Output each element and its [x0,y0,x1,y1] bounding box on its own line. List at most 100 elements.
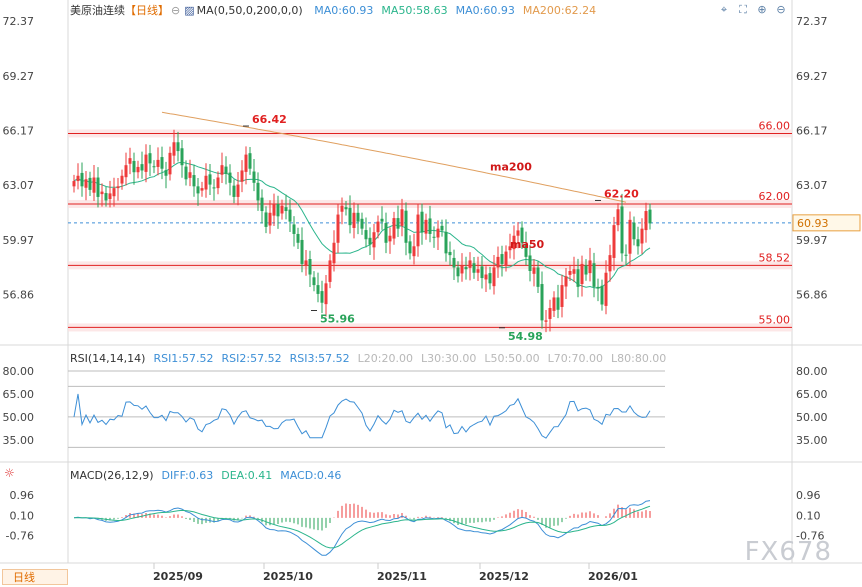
period-label[interactable]: 【日线】 [125,4,169,17]
candle-body [340,205,344,212]
rsi-header: RSI(14,14,14) RSI1:57.52 RSI2:57.52 RSI3:57… [70,352,682,365]
period-tab[interactable]: 日线 [2,569,68,585]
price-tick-left: 59.97 [3,234,35,247]
price-tick-left: 72.37 [3,15,35,28]
candle-body [520,227,524,243]
candle-body [168,152,172,175]
candle-body [616,209,620,226]
extreme-annotation: 55.96 [320,312,355,325]
extreme-annotation: 66.42 [252,113,287,126]
candle-body [528,255,532,271]
candle-body [476,269,480,273]
macd-tick-right: 0.10 [796,509,821,522]
candle-body [144,154,148,172]
price-tick-left: 69.27 [3,70,35,83]
candle-body [532,267,536,274]
candle-body [624,254,628,256]
macd-values: DIFF:0.63 DEA:0.41 MACD:0.46 [162,469,350,482]
candle-body [352,212,356,228]
candle-body [296,233,300,243]
hline-label: 66.00 [759,119,791,132]
extreme-annotation: 62.20 [604,187,639,200]
date-label: 2026/01 [588,570,638,583]
candle-body [628,219,632,254]
hline-label: 55.00 [759,313,791,326]
candle-body [356,212,360,222]
rsi-tick-left: 65.00 [3,388,35,401]
ma-params: MA(0,50,0,200,0,0) [196,4,303,17]
ma-value-3: MA200:62.24 [522,4,597,17]
candle-body [604,272,608,306]
candle-body [492,267,496,287]
candle-body [396,218,400,229]
rsi-value-1: RSI2:57.52 [221,352,282,365]
candle-body [128,158,132,164]
rsi-value-0: RSI1:57.52 [153,352,214,365]
candle-body [348,207,352,226]
candle-body [188,172,192,178]
candle-body [308,258,312,275]
candle-body [172,142,176,156]
candle-body [392,218,396,239]
candle-body [412,246,416,257]
candle-body [176,142,180,152]
current-price-tag: 60.93 [797,217,829,230]
candle-body [376,221,380,233]
fullscreen-icon[interactable]: ⛶ [739,3,747,16]
candle-body [400,209,404,226]
candle-body [268,212,272,226]
chart-toolbar: ⌖ ⛶ ⊕ ⊖ [711,3,787,16]
candle-body [636,239,640,247]
macd-tick-left: 0.10 [10,509,35,522]
candle-body [380,218,384,222]
crosshair-icon[interactable]: ⌖ [720,3,728,16]
ma-values: MA0:60.93 MA50:58.63 MA0:60.93 MA200:62.24 [314,4,604,17]
rsi-value-5: L50:50.00 [484,352,540,365]
candle-body [224,166,228,174]
candle-body [96,177,100,197]
settings-icon[interactable]: ⊖ [171,4,181,17]
macd-tick-right: -0.76 [796,530,824,543]
candle-body [300,239,304,264]
zoom-out-icon[interactable]: ⊖ [776,3,786,16]
candle-body [240,170,244,182]
rsi-values: RSI1:57.52 RSI2:57.52 RSI3:57.52 L20:20.00 L… [153,352,674,365]
candle-body [236,184,240,197]
candle-body [92,177,96,193]
candle-body [192,175,196,187]
candle-body [508,246,512,251]
candle-body [164,170,168,176]
candle-body [228,172,232,183]
candle-body [540,284,544,321]
price-tick-left: 66.17 [3,124,35,137]
candle-body [440,225,444,231]
date-label: 2025/10 [263,570,313,583]
candle-body [500,254,504,264]
price-tick-right: 56.86 [796,289,828,302]
candle-body [468,260,472,268]
candle-body [368,237,372,245]
chart-type-icon[interactable]: ▨ [184,4,195,17]
candle-body [332,242,336,264]
candle-body [248,153,252,169]
candle-body [208,174,212,185]
price-tick-right: 59.97 [796,234,828,247]
candle-body [212,187,216,189]
candle-body [424,219,428,234]
candle-body [276,203,280,217]
candle-body [316,285,320,294]
macd-header: MACD(26,12,9) DIFF:0.63 DEA:0.41 MACD:0.46 [70,469,357,482]
macd-tick-left: 0.96 [10,489,35,502]
price-tick-right: 72.37 [796,15,828,28]
candle-body [100,191,104,195]
zoom-in-icon[interactable]: ⊕ [757,3,767,16]
candle-body [596,286,600,289]
macd-settings-icon[interactable]: ☼ [4,466,15,480]
candle-body [72,181,76,187]
candle-body [556,297,560,310]
ma200-line [161,111,627,203]
rsi-tick-right: 65.00 [796,388,828,401]
candle-body [632,222,636,240]
candle-body [512,235,516,250]
